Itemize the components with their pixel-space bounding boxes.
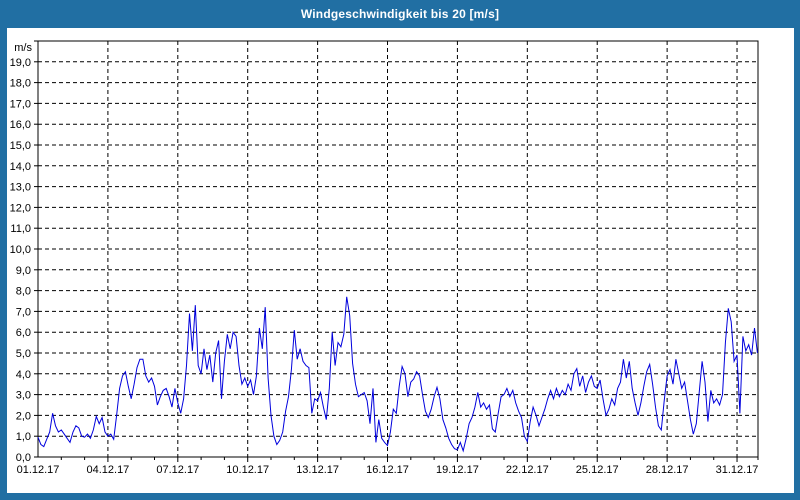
x-tick-label: 25.12.17 xyxy=(576,464,619,476)
y-tick-label: 1,0 xyxy=(16,431,31,443)
y-tick-label: 14,0 xyxy=(10,161,31,173)
y-tick-label: 7,0 xyxy=(16,306,31,318)
chart-panel: 0,0 1,0 2,0 3,0 4,0 5,0 6,0 7,0 8,0 9,0 10,0 11,0 12… xyxy=(7,28,794,493)
y-tick-label: 2,0 xyxy=(16,410,31,422)
x-tick-label: 16.12.17 xyxy=(366,464,409,476)
y-tick-label: 4,0 xyxy=(16,369,31,381)
y-tick-label: 9,0 xyxy=(16,265,31,277)
y-tick-label: 18,0 xyxy=(10,78,31,90)
y-tick-label: 10,0 xyxy=(10,244,31,256)
window-titlebar[interactable]: Windgeschwindigkeit bis 20 [m/s] xyxy=(0,0,800,28)
x-tick-label: 19.12.17 xyxy=(436,464,479,476)
x-tick-label: 31.12.17 xyxy=(716,464,759,476)
wind-speed-chart: 0,0 1,0 2,0 3,0 4,0 5,0 6,0 7,0 8,0 9,0 10,0 11,0 12… xyxy=(10,40,759,476)
y-tick-label: 5,0 xyxy=(16,348,31,360)
y-tick-label: 17,0 xyxy=(10,98,31,110)
window-title: Windgeschwindigkeit bis 20 [m/s] xyxy=(300,7,500,21)
y-tick-label: 12,0 xyxy=(10,202,31,214)
y-tick-label: 8,0 xyxy=(16,286,31,298)
y-axis-unit-label: m/s xyxy=(14,42,32,54)
y-tick-label: 3,0 xyxy=(16,390,31,402)
x-tick-label: 22.12.17 xyxy=(506,464,549,476)
wind-speed-series-line xyxy=(37,296,758,453)
y-tick-label: 0,0 xyxy=(16,452,31,464)
x-tick-label: 10.12.17 xyxy=(226,464,269,476)
y-tick-label: 6,0 xyxy=(16,327,31,339)
y-tick-label: 19,0 xyxy=(10,57,31,69)
y-tick-label: 13,0 xyxy=(10,182,31,194)
x-tick-label: 13.12.17 xyxy=(296,464,339,476)
x-tick-label: 04.12.17 xyxy=(86,464,129,476)
x-tick-label: 28.12.17 xyxy=(646,464,689,476)
y-tick-label: 15,0 xyxy=(10,140,31,152)
x-tick-label: 07.12.17 xyxy=(156,464,199,476)
x-tick-label: 01.12.17 xyxy=(17,464,60,476)
y-tick-label: 11,0 xyxy=(10,223,31,235)
y-tick-label: 16,0 xyxy=(10,119,31,131)
